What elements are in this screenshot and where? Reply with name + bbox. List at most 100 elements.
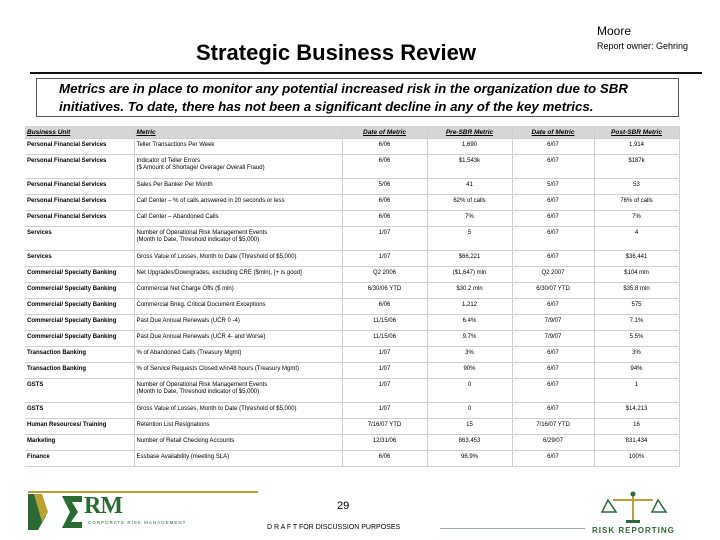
cell-pre-sbr: 3% xyxy=(427,346,513,363)
cell-date-post: 6/29/07 xyxy=(512,434,595,451)
cell-metric-text: % of Abandoned Calls (Treasury Mgmt) xyxy=(136,350,242,356)
cell-date-pre-text: Q2 2006 xyxy=(372,270,397,276)
cell-business-unit: Personal Financial Services xyxy=(25,210,135,227)
cell-date-pre-text: 7/16/07 YTD xyxy=(367,422,402,428)
cell-date-post: 6/07 xyxy=(512,138,595,155)
cell-pre-sbr-text: 0 xyxy=(467,406,472,412)
cell-date-post-text: 6/29/07 xyxy=(542,438,564,444)
risk-reporting-logo-text: RISK REPORTING xyxy=(592,526,675,535)
cell-pre-sbr: 1,690 xyxy=(427,138,513,155)
cell-metric: Sales Per Banker Per Month xyxy=(134,178,343,195)
cell-pre-sbr: 7% xyxy=(427,210,513,227)
table-row: Human Resources/ Training Retention List … xyxy=(25,418,680,435)
cell-pre-sbr: $66,221 xyxy=(427,250,513,267)
cell-pre-sbr-text: 1,690 xyxy=(461,142,477,148)
cell-metric: Number of Retail Checking Accounts xyxy=(134,434,343,451)
cell-pre-sbr: 41 xyxy=(427,178,513,195)
cell-pre-sbr: 15 xyxy=(427,418,513,435)
cell-pre-sbr: 90% xyxy=(427,362,513,379)
cell-pre-sbr-text: 0 xyxy=(467,382,472,388)
cell-metric-note: (Month to Date, Threshold indicator of $… xyxy=(136,389,260,395)
cell-post-sbr: 16 xyxy=(594,418,680,435)
cell-post-sbr: $104 mln xyxy=(594,266,680,283)
cell-date-post: 7/16/07 YTD xyxy=(512,418,595,435)
cell-business-unit: Services xyxy=(25,250,135,267)
table-row: Personal Financial Services Teller Transa… xyxy=(25,138,680,155)
cell-pre-sbr-text: 5 xyxy=(467,230,472,236)
cell-metric: % of Service Requests Closed w/in48 hour… xyxy=(134,362,343,379)
cell-date-pre-text: 6/06 xyxy=(378,198,391,204)
cell-metric-text: Teller Transactions Per Week xyxy=(136,142,215,148)
col-header-date-pre: Date of Metric xyxy=(342,126,428,139)
cell-metric: Number of Operational Risk Management Ev… xyxy=(134,378,343,403)
cell-business-unit-text: Human Resources/ Training xyxy=(27,422,107,428)
cell-business-unit: Commercial/ Specialty Banking xyxy=(25,298,135,315)
cell-date-post-text: 6/07 xyxy=(547,230,559,236)
cell-business-unit: Transaction Banking xyxy=(25,362,135,379)
summary-box: Metrics are in place to monitor any pote… xyxy=(36,78,679,117)
cell-post-sbr: 76% of calls xyxy=(594,194,680,211)
cell-post-sbr: $35.8 mln xyxy=(594,282,680,299)
cell-date-post-text: 7/9/07 xyxy=(544,318,562,324)
cell-business-unit: Commercial/ Specialty Banking xyxy=(25,314,135,331)
cell-post-sbr: 7.1% xyxy=(594,314,680,331)
cell-post-sbr-text: 100% xyxy=(628,454,645,460)
col-header-post-sbr: Post-SBR Metric xyxy=(594,126,680,139)
cell-post-sbr: 1,914 xyxy=(594,138,680,155)
cell-business-unit: Services xyxy=(25,226,135,251)
cell-date-pre: 6/06 xyxy=(342,154,428,179)
report-owner: Report owner: Gehring xyxy=(597,41,689,51)
cell-date-post: 6/07 xyxy=(512,378,595,403)
cell-metric-text: Call Center – % of calls answered in 20 … xyxy=(136,198,285,204)
cell-pre-sbr: ($1,647) mln xyxy=(427,266,513,283)
col-header-pre-sbr: Pre-SBR Metric xyxy=(427,126,513,139)
cell-date-post-text: 6/07 xyxy=(547,158,559,164)
cell-post-sbr: 7% xyxy=(594,210,680,227)
cell-date-pre: 1/07 xyxy=(342,378,428,403)
cell-date-pre: 6/06 xyxy=(342,450,428,467)
cell-post-sbr-text: $14,213 xyxy=(625,406,648,412)
cell-date-pre: 6/06 xyxy=(342,210,428,227)
cell-post-sbr: 1 xyxy=(594,378,680,403)
cell-date-post-text: 6/07 xyxy=(547,454,559,460)
cell-metric: Essbase Availability (meeting SLA) xyxy=(134,450,343,467)
cell-business-unit-text: Services xyxy=(27,254,52,260)
table-row: Marketing Number of Retail Checking Accou… xyxy=(25,434,680,451)
cell-date-post: 6/07 xyxy=(512,346,595,363)
table-row: Services Number of Operational Risk Manag… xyxy=(25,226,680,251)
cell-post-sbr-text: 7.1% xyxy=(629,318,644,324)
cell-date-pre: 11/15/06 xyxy=(342,330,428,347)
cell-pre-sbr: 96.9% xyxy=(427,450,513,467)
cell-post-sbr-text: $36,441 xyxy=(625,254,648,260)
cell-date-post-text: 7/9/07 xyxy=(544,334,562,340)
cell-date-pre: 12/31/06 xyxy=(342,434,428,451)
cell-post-sbr: $187k xyxy=(594,154,680,179)
cell-date-post-text: 7/16/07 YTD xyxy=(536,422,570,428)
cell-business-unit: Personal Financial Services xyxy=(25,154,135,179)
erm-logo-subtitle: CORPORATE RISK MANAGEMENT xyxy=(88,520,187,525)
cell-date-pre: 1/07 xyxy=(342,250,428,267)
cell-metric-note: (Month to Date, Threshold indicator of $… xyxy=(136,237,260,243)
cell-date-pre: 6/06 xyxy=(342,194,428,211)
table-row: GSTS Number of Operational Risk Managemen… xyxy=(25,378,680,403)
cell-date-post-text: 6/07 xyxy=(547,302,559,308)
cell-metric-text: % of Service Requests Closed w/in48 hour… xyxy=(136,366,300,372)
cell-pre-sbr-text: 96.9% xyxy=(460,454,478,460)
cell-pre-sbr-text: 863,453 xyxy=(458,438,481,444)
col-header-metric: Metric xyxy=(134,126,343,139)
metrics-table-container: Business Unit Metric Date of Metric Pre-… xyxy=(25,126,680,467)
cell-business-unit: Commercial/ Specialty Banking xyxy=(25,266,135,283)
cell-metric: Indicator of Teller Errors ($ Amount of S… xyxy=(134,154,343,179)
cell-metric-text: Call Center – Abandoned Calls xyxy=(136,214,219,220)
cell-date-post: 5/07 xyxy=(512,178,595,195)
cell-date-pre-text: 1/07 xyxy=(378,350,391,356)
cell-date-pre: 5/06 xyxy=(342,178,428,195)
cell-post-sbr: 94% xyxy=(594,362,680,379)
cell-date-post: 6/07 xyxy=(512,362,595,379)
cell-pre-sbr-text: ($1,647) mln xyxy=(452,270,487,276)
cell-pre-sbr: 9.7% xyxy=(427,330,513,347)
cell-metric: Commercial Bnkg. Critical Document Excep… xyxy=(134,298,343,315)
cell-date-pre-text: 11/15/06 xyxy=(373,334,396,340)
page-title: Strategic Business Review xyxy=(196,40,477,65)
cell-post-sbr-text: 94% xyxy=(630,366,643,372)
